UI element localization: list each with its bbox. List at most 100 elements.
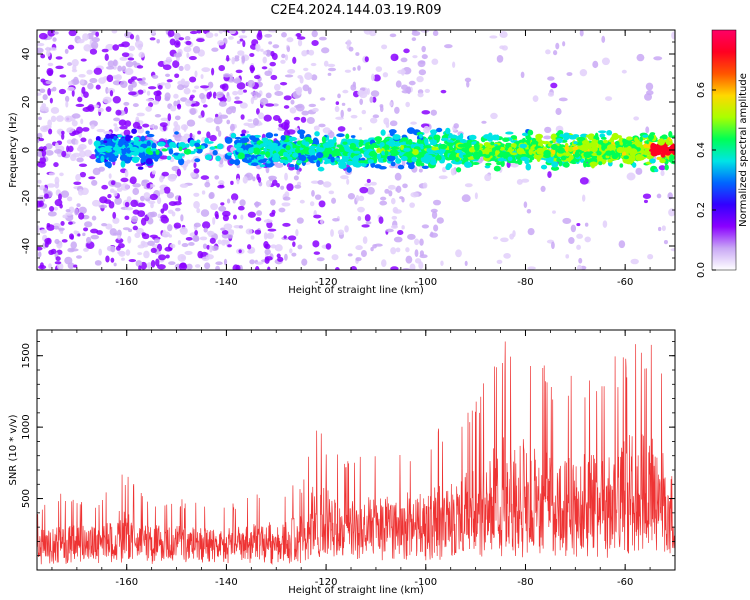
noise-speckle: [65, 101, 69, 108]
noise-speckle: [283, 123, 289, 132]
noise-speckle: [565, 254, 570, 259]
band-cell: [259, 164, 266, 168]
noise-speckle: [105, 255, 110, 263]
noise-speckle: [499, 45, 505, 50]
noise-speckle: [414, 238, 420, 246]
noise-speckle: [212, 91, 217, 99]
noise-speckle: [322, 181, 332, 188]
band-cell: [417, 152, 425, 158]
noise-speckle: [286, 45, 291, 53]
band-cell: [601, 158, 606, 165]
noise-speckle: [68, 145, 74, 153]
noise-speckle: [660, 170, 665, 177]
noise-speckle: [344, 69, 352, 73]
noise-speckle: [358, 126, 363, 131]
noise-speckle: [256, 93, 262, 98]
band-cell: [551, 161, 559, 168]
noise-speckle: [405, 255, 413, 264]
noise-speckle: [308, 49, 315, 56]
noise-speckle: [421, 45, 426, 53]
noise-speckle: [421, 54, 428, 60]
noise-speckle: [197, 130, 202, 135]
noise-speckle: [455, 249, 462, 258]
x-tick-label: -100: [414, 577, 437, 588]
noise-speckle: [403, 48, 410, 54]
noise-speckle: [113, 182, 122, 188]
noise-speckle: [240, 214, 244, 220]
noise-speckle: [220, 202, 225, 206]
noise-speckle: [91, 36, 100, 43]
band-cell: [100, 155, 105, 163]
noise-speckle: [170, 105, 177, 112]
noise-speckle: [247, 118, 253, 123]
noise-speckle: [265, 103, 275, 107]
noise-speckle: [218, 130, 222, 137]
band-cell: [397, 164, 405, 170]
noise-speckle: [199, 236, 208, 241]
noise-speckle: [236, 177, 240, 185]
noise-speckle: [340, 109, 344, 118]
noise-speckle: [112, 44, 120, 51]
noise-speckle: [247, 211, 256, 218]
noise-speckle: [562, 41, 566, 47]
noise-speckle: [44, 238, 51, 244]
noise-speckle: [127, 57, 135, 61]
noise-speckle: [113, 123, 118, 127]
noise-speckle: [281, 202, 291, 207]
noise-speckle: [192, 89, 197, 93]
noise-speckle: [84, 149, 92, 157]
band-cell: [118, 139, 125, 146]
band-cell: [316, 160, 321, 168]
noise-speckle: [65, 212, 73, 216]
noise-speckle: [237, 50, 245, 56]
noise-speckle: [64, 48, 69, 54]
spectrogram-heatmap: [37, 30, 675, 270]
noise-speckle: [223, 223, 233, 230]
noise-speckle: [218, 30, 224, 34]
noise-speckle: [355, 52, 360, 56]
noise-speckle: [602, 220, 608, 228]
band-cell: [527, 136, 532, 140]
band-cell: [598, 156, 603, 162]
noise-speckle: [249, 259, 256, 265]
noise-speckle: [190, 171, 197, 178]
band-cell: [332, 136, 337, 144]
band-cell: [266, 160, 271, 164]
band-cell: [297, 129, 306, 135]
noise-speckle: [58, 88, 67, 95]
band-cell: [622, 147, 630, 151]
noise-speckle: [114, 126, 119, 132]
noise-speckle: [230, 180, 234, 185]
noise-speckle: [274, 244, 283, 252]
noise-speckle: [364, 183, 371, 187]
noise-speckle: [136, 202, 146, 208]
noise-speckle: [503, 253, 511, 259]
noise-speckle: [135, 227, 144, 234]
band-cell: [607, 158, 613, 163]
noise-speckle: [193, 168, 200, 174]
noise-speckle: [200, 85, 209, 89]
band-cell: [304, 141, 310, 147]
noise-speckle: [532, 95, 539, 102]
band-cell: [294, 147, 301, 154]
noise-speckle: [173, 93, 179, 99]
noise-speckle: [110, 180, 116, 186]
noise-speckle: [37, 200, 43, 208]
noise-speckle: [200, 175, 210, 180]
noise-speckle: [579, 69, 588, 77]
noise-speckle: [124, 215, 130, 220]
band-cell: [282, 151, 288, 157]
band-cell: [338, 145, 345, 153]
noise-speckle: [360, 250, 367, 258]
noise-speckle: [241, 55, 246, 64]
noise-speckle: [146, 136, 153, 141]
noise-speckle: [464, 77, 472, 83]
noise-speckle: [340, 175, 349, 180]
noise-speckle: [223, 73, 231, 78]
noise-speckle: [281, 32, 287, 38]
noise-speckle: [180, 78, 186, 85]
band-cell: [550, 143, 558, 150]
noise-speckle: [228, 36, 234, 40]
noise-speckle: [50, 115, 57, 123]
noise-speckle: [417, 92, 424, 98]
